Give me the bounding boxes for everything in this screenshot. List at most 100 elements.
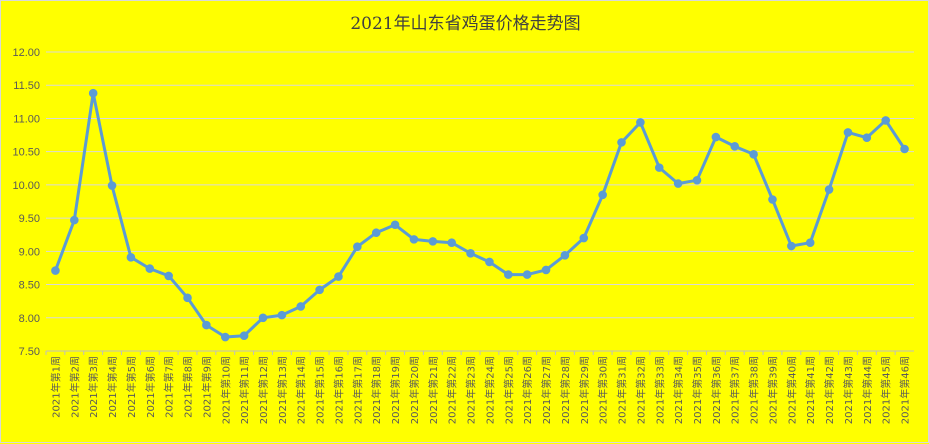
x-tick-label: 2021年第23周 — [465, 356, 478, 424]
x-tick-label: 2021年第35周 — [691, 356, 704, 424]
series-line — [53, 91, 907, 339]
data-point — [768, 195, 777, 204]
x-tick-label: 2021年第14周 — [295, 356, 308, 424]
data-point — [730, 142, 740, 151]
data-point — [579, 233, 589, 243]
x-tick-label: 2021年第32周 — [634, 356, 647, 424]
y-tick-label: 11.50 — [13, 80, 40, 92]
x-tick-label: 2021年第26周 — [521, 356, 534, 424]
y-tick-label: 10.50 — [12, 147, 40, 159]
x-tick-label: 2021年第19周 — [389, 356, 402, 424]
x-tick-label: 2021年第16周 — [332, 356, 345, 424]
x-tick-label: 2021年第2周 — [68, 356, 81, 418]
x-tick-label: 2021年第39周 — [766, 356, 779, 424]
data-point — [787, 241, 796, 251]
x-tick-label: 2021年第10周 — [219, 356, 232, 424]
x-tick-label: 2021年第15周 — [314, 356, 327, 424]
x-tick-label: 2021年第20周 — [408, 356, 421, 424]
x-tick-label: 2021年第24周 — [483, 356, 496, 424]
y-tick-label: 7.50 — [19, 346, 40, 358]
x-tick-label: 2021年第5周 — [125, 356, 138, 418]
x-tick-label: 2021年第38周 — [748, 356, 761, 424]
x-tick-label: 2021年第34周 — [672, 356, 685, 424]
x-tick-label: 2021年第25周 — [502, 356, 515, 424]
data-point — [598, 190, 607, 200]
data-point — [900, 144, 909, 154]
x-tick-label: 2021年第31周 — [616, 356, 629, 424]
data-point — [239, 331, 249, 341]
x-tick-label: 2021年第43周 — [842, 356, 855, 424]
data-point — [428, 237, 438, 246]
data-point — [560, 251, 570, 260]
data-point — [485, 257, 494, 267]
x-tick-label: 2021年第18周 — [370, 356, 383, 424]
data-point — [315, 285, 324, 295]
data-point — [654, 163, 664, 172]
y-tick-label: 9.00 — [19, 246, 40, 258]
x-tick-label: 2021年第4周 — [106, 356, 119, 418]
x-tick-label: 2021年第1周 — [49, 356, 62, 418]
data-point — [51, 266, 60, 275]
data-point — [843, 128, 853, 137]
x-tick-label: 2021年第13周 — [276, 356, 289, 424]
x-tick-label: 2021年第8周 — [182, 356, 195, 418]
x-tick-label: 2021年第22周 — [446, 356, 459, 424]
x-tick-label: 2021年第9周 — [200, 356, 213, 418]
data-point — [824, 185, 834, 194]
y-tick-label: 11.00 — [13, 113, 40, 125]
data-point — [617, 138, 626, 147]
data-point — [183, 293, 192, 303]
x-tick-label: 2021年第29周 — [578, 356, 591, 424]
data-point — [673, 179, 683, 188]
y-tick-label: 10.00 — [12, 180, 40, 192]
x-tick-label: 2021年第46周 — [899, 356, 912, 424]
data-point — [466, 249, 475, 258]
data-point — [636, 118, 645, 127]
x-tick-label: 2021年第11周 — [238, 356, 251, 424]
x-tick-label: 2021年第3周 — [87, 356, 100, 418]
x-tick-label: 2021年第40周 — [785, 356, 798, 424]
x-tick-label: 2021年第33周 — [653, 356, 666, 424]
x-tick-label: 2021年第7周 — [163, 356, 176, 418]
data-point — [70, 215, 79, 225]
data-point — [145, 264, 155, 273]
data-point — [541, 265, 551, 275]
x-tick-label: 2021年第41周 — [804, 356, 817, 424]
data-point — [258, 313, 268, 323]
chart-title: 2021年山东省鸡蛋价格走势图 — [350, 14, 581, 34]
data-point — [749, 150, 758, 159]
x-tick-label: 2021年第37周 — [729, 356, 742, 424]
x-tick-label: 2021年第44周 — [861, 356, 874, 424]
x-tick-label: 2021年第12周 — [257, 356, 270, 424]
data-point — [711, 132, 721, 142]
data-point — [881, 116, 890, 125]
price-series — [51, 88, 909, 342]
data-point — [334, 272, 343, 281]
x-tick-label: 2021年第21周 — [427, 356, 440, 424]
data-point — [447, 238, 456, 247]
y-tick-label: 8.00 — [19, 313, 40, 325]
x-tick-label: 2021年第27周 — [540, 356, 553, 424]
data-point — [296, 302, 306, 311]
data-point — [107, 181, 117, 190]
y-tick-label: 12.00 — [12, 47, 40, 59]
data-point — [692, 175, 702, 185]
x-tick-label: 2021年第36周 — [710, 356, 723, 424]
data-point — [202, 320, 211, 330]
data-point — [371, 228, 381, 238]
data-point — [277, 310, 287, 320]
y-tick-label: 8.50 — [19, 280, 40, 292]
x-tick-label: 2021年第17周 — [351, 356, 364, 424]
data-point — [522, 270, 532, 279]
data-point — [164, 271, 173, 281]
x-tick-label: 2021年第42周 — [823, 356, 836, 424]
data-point — [353, 242, 362, 251]
x-axis-ticks: 2021年第1周 2021年第2周 2021年第3周 2021年第4周 2021年第5周… — [45, 351, 912, 424]
y-tick-label: 9.50 — [19, 213, 40, 225]
x-tick-label: 2021年第45周 — [880, 356, 893, 424]
data-point — [805, 238, 815, 247]
x-tick-label: 2021年第6周 — [144, 356, 157, 418]
data-point — [409, 235, 419, 244]
